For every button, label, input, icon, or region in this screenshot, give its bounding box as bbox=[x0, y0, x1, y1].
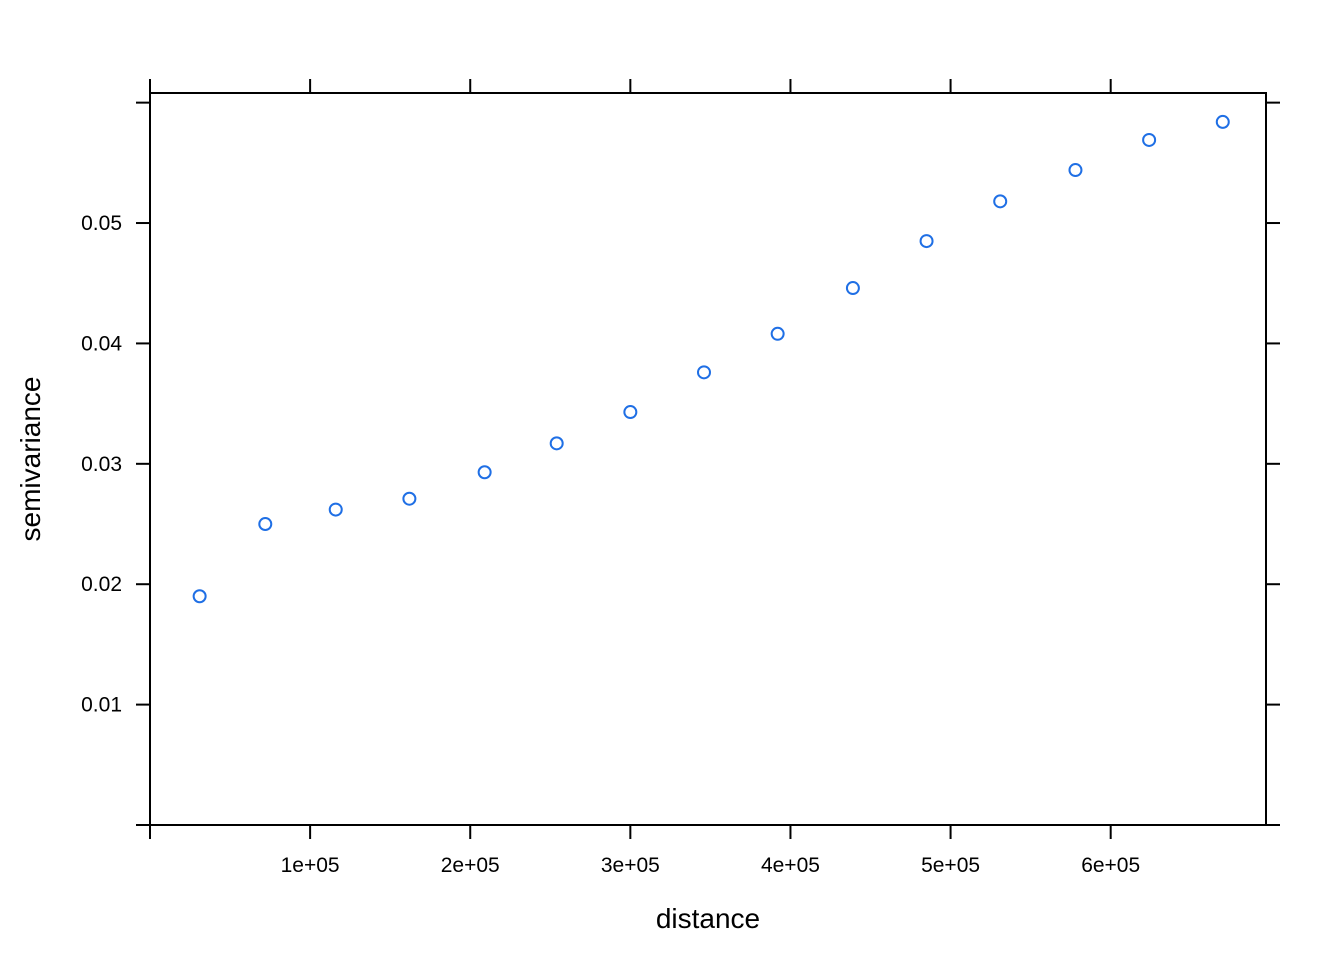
data-point bbox=[1215, 114, 1230, 129]
y-tick-label: 0.01 bbox=[81, 694, 122, 717]
data-point bbox=[623, 405, 638, 420]
y-tick-label: 0.05 bbox=[81, 212, 122, 235]
data-point bbox=[258, 517, 273, 532]
x-tick-label: 5e+05 bbox=[921, 854, 980, 877]
data-point bbox=[993, 194, 1008, 209]
data-point bbox=[1068, 163, 1083, 178]
y-tick-label: 0.04 bbox=[81, 332, 122, 355]
y-tick-label: 0.03 bbox=[81, 453, 122, 476]
data-point bbox=[919, 234, 934, 249]
x-tick-label: 2e+05 bbox=[441, 854, 500, 877]
x-tick-label: 6e+05 bbox=[1081, 854, 1140, 877]
data-point bbox=[192, 589, 207, 604]
data-point bbox=[696, 365, 711, 380]
data-point bbox=[477, 465, 492, 480]
data-point bbox=[402, 491, 417, 506]
data-point bbox=[328, 502, 343, 517]
data-point bbox=[549, 436, 564, 451]
x-tick-label: 1e+05 bbox=[281, 854, 340, 877]
data-point bbox=[1142, 132, 1157, 147]
y-tick-label: 0.02 bbox=[81, 573, 122, 596]
x-tick-label: 4e+05 bbox=[761, 854, 820, 877]
data-points bbox=[192, 114, 1230, 604]
y-axis-title: semivariance bbox=[15, 377, 46, 542]
plot-frame bbox=[149, 92, 1267, 826]
data-point bbox=[770, 326, 785, 341]
axis-tick-labels: 1e+05 2e+05 3e+05 4e+05 5e+05 6e+05 0.01 0.02 0.… bbox=[81, 212, 1140, 877]
data-point bbox=[845, 281, 860, 296]
axis-ticks bbox=[136, 79, 1280, 839]
x-tick-label: 3e+05 bbox=[601, 854, 660, 877]
x-axis-title: distance bbox=[656, 903, 760, 934]
